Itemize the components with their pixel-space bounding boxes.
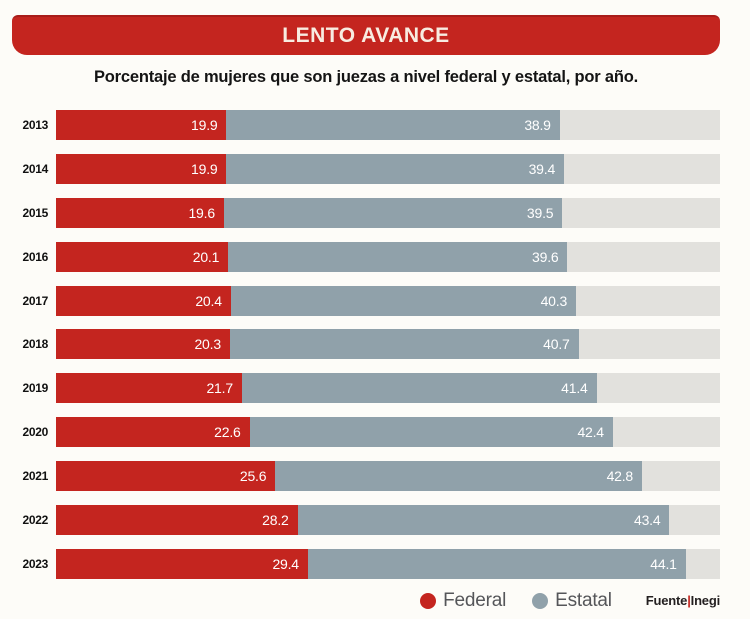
year-label: 2020 bbox=[22, 425, 49, 440]
year-label: 2017 bbox=[22, 293, 49, 308]
year-label: 2018 bbox=[22, 337, 49, 352]
legend: Federal Estatal Fuente|Inegi bbox=[20, 590, 720, 612]
estatal-value-label: 42.4 bbox=[577, 424, 604, 441]
estatal-value-label: 38.9 bbox=[524, 117, 551, 133]
federal-bar-segment: 20.1 bbox=[56, 241, 229, 272]
bar-track: 29.4 44.1 bbox=[56, 548, 720, 579]
chart-subtitle: Porcentaje de mujeres que son juezas a n… bbox=[93, 68, 639, 86]
federal-bar-segment: 20.3 bbox=[56, 329, 230, 360]
estatal-value-label: 40.3 bbox=[540, 292, 568, 309]
estatal-bar-segment: 43.4 bbox=[297, 505, 670, 536]
estatal-value-label: 40.7 bbox=[543, 336, 570, 353]
federal-value-label: 20.4 bbox=[195, 292, 222, 309]
year-label: 2016 bbox=[22, 249, 49, 264]
estatal-legend-dot-icon bbox=[532, 592, 549, 609]
bar-rows: 2013 19.9 38.9 2014 19.9 39.4 2015 19.6 bbox=[20, 110, 750, 579]
bar-track: 19.6 39.5 bbox=[56, 197, 720, 228]
bar-track: 20.1 39.6 bbox=[56, 241, 720, 272]
bar-row: 2018 20.3 40.7 bbox=[20, 329, 750, 360]
federal-value-label: 22.6 bbox=[214, 424, 241, 441]
bar-track: 21.7 41.4 bbox=[56, 373, 720, 404]
federal-value-label: 19.9 bbox=[191, 117, 218, 133]
federal-value-label: 19.6 bbox=[188, 204, 215, 221]
federal-bar-segment: 29.4 bbox=[56, 548, 308, 579]
federal-bar-segment: 20.4 bbox=[56, 285, 231, 316]
estatal-value-label: 39.5 bbox=[526, 204, 554, 221]
estatal-value-label: 39.4 bbox=[528, 160, 556, 177]
federal-value-label: 19.9 bbox=[191, 160, 218, 177]
bar-row: 2023 29.4 44.1 bbox=[20, 548, 750, 579]
source-credit: Fuente|Inegi bbox=[646, 593, 720, 608]
federal-value-label: 28.2 bbox=[262, 512, 289, 529]
bar-track: 19.9 38.9 bbox=[56, 110, 720, 140]
bar-track: 20.3 40.7 bbox=[56, 329, 720, 360]
estatal-bar-segment: 40.7 bbox=[229, 329, 579, 360]
year-label: 2019 bbox=[22, 381, 49, 396]
estatal-value-label: 42.8 bbox=[606, 468, 634, 485]
estatal-bar-segment: 40.3 bbox=[230, 285, 577, 316]
estatal-bar-segment: 39.4 bbox=[226, 153, 565, 184]
estatal-bar-segment: 44.1 bbox=[307, 548, 686, 579]
federal-value-label: 20.1 bbox=[192, 248, 220, 265]
source-inegi: Inegi bbox=[690, 593, 721, 609]
bar-row: 2014 19.9 39.4 bbox=[20, 153, 750, 184]
estatal-bar-segment: 42.8 bbox=[275, 461, 643, 492]
legend-item-federal: Federal bbox=[420, 590, 506, 612]
year-label: 2022 bbox=[22, 513, 49, 528]
estatal-bar-segment: 41.4 bbox=[241, 373, 597, 404]
estatal-bar-segment: 38.9 bbox=[226, 110, 560, 140]
federal-bar-segment: 19.9 bbox=[56, 110, 227, 140]
federal-bar-segment: 21.7 bbox=[56, 373, 242, 404]
page-title: LENTO AVANCE bbox=[282, 24, 450, 47]
source-fuente: Fuente bbox=[645, 593, 688, 609]
federal-bar-segment: 19.9 bbox=[56, 153, 227, 184]
bar-row: 2019 21.7 41.4 bbox=[20, 373, 750, 404]
bar-row: 2020 22.6 42.4 bbox=[20, 417, 750, 448]
federal-bar-segment: 28.2 bbox=[56, 505, 298, 536]
bar-track: 28.2 43.4 bbox=[56, 505, 720, 536]
year-label: 2013 bbox=[22, 118, 49, 132]
federal-value-label: 25.6 bbox=[239, 468, 267, 485]
bar-track: 22.6 42.4 bbox=[56, 417, 720, 448]
estatal-bar-segment: 42.4 bbox=[249, 417, 613, 448]
year-label: 2021 bbox=[22, 469, 49, 484]
estatal-value-label: 43.4 bbox=[633, 512, 661, 529]
bar-row: 2022 28.2 43.4 bbox=[20, 505, 750, 536]
estatal-bar-segment: 39.5 bbox=[223, 197, 563, 228]
bar-row: 2016 20.1 39.6 bbox=[20, 241, 750, 272]
bar-row: 2013 19.9 38.9 bbox=[20, 110, 750, 140]
federal-bar-segment: 19.6 bbox=[56, 197, 224, 228]
federal-bar-segment: 25.6 bbox=[56, 461, 276, 492]
federal-legend-dot-icon bbox=[420, 592, 437, 609]
stacked-bar-chart: 2013 19.9 38.9 2014 19.9 39.4 2015 19.6 bbox=[20, 110, 750, 612]
estatal-value-label: 44.1 bbox=[650, 555, 677, 572]
estatal-bar-segment: 39.6 bbox=[228, 241, 568, 272]
federal-value-label: 20.3 bbox=[194, 336, 221, 353]
bar-track: 25.6 42.8 bbox=[56, 461, 720, 492]
estatal-value-label: 41.4 bbox=[561, 380, 588, 397]
source-divider: | bbox=[687, 593, 691, 609]
year-label: 2014 bbox=[22, 161, 49, 176]
bar-track: 19.9 39.4 bbox=[56, 153, 720, 184]
federal-bar-segment: 22.6 bbox=[56, 417, 250, 448]
federal-value-label: 29.4 bbox=[272, 555, 299, 572]
federal-value-label: 21.7 bbox=[206, 380, 233, 397]
bar-row: 2017 20.4 40.3 bbox=[20, 285, 750, 316]
estatal-legend-label: Estatal bbox=[555, 589, 612, 611]
year-label: 2023 bbox=[22, 556, 49, 571]
year-label: 2015 bbox=[22, 205, 49, 220]
bar-row: 2015 19.6 39.5 bbox=[20, 197, 750, 228]
title-banner: LENTO AVANCE bbox=[12, 15, 720, 55]
bar-row: 2021 25.6 42.8 bbox=[20, 461, 750, 492]
federal-legend-label: Federal bbox=[443, 589, 507, 611]
legend-item-estatal: Estatal bbox=[532, 590, 612, 612]
estatal-value-label: 39.6 bbox=[532, 248, 559, 265]
bar-track: 20.4 40.3 bbox=[56, 285, 720, 316]
